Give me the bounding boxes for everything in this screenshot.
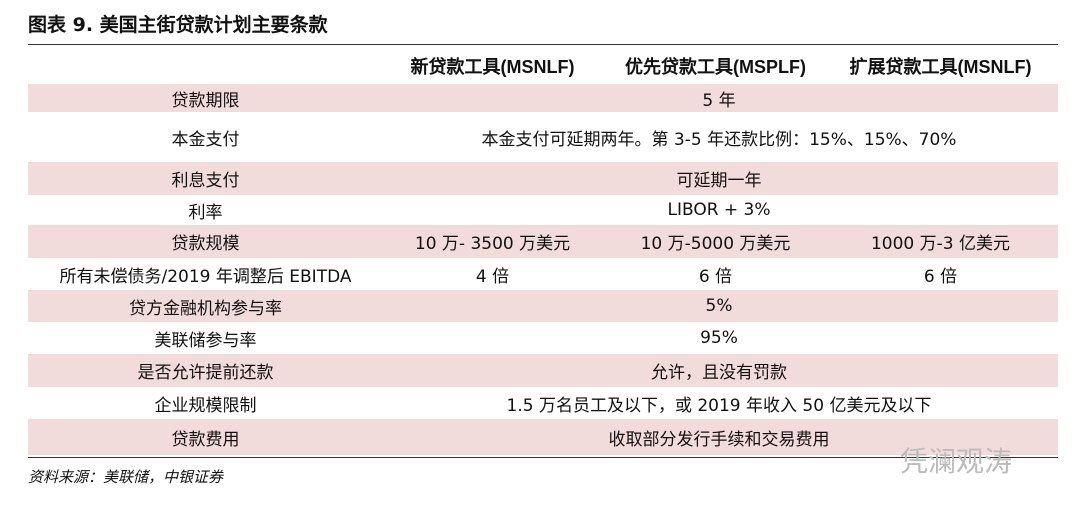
row-label: 所有未偿债务/2019 年调整后 EBITDA [59, 266, 352, 287]
cell: 1000 万-3 亿美元 [870, 234, 1011, 254]
column-header: 优先贷款工具(MSPLF) [625, 57, 806, 77]
cell: 收取部分发行手续和交易费用 [608, 429, 830, 450]
cell: LIBOR + 3% [667, 200, 771, 220]
row-label: 企业规模限制 [154, 395, 257, 416]
cell: 6 倍 [698, 266, 733, 287]
cell: 6 倍 [923, 266, 958, 287]
row-label: 是否允许提前还款 [137, 363, 274, 383]
cell: 10 万- 3500 万美元 [414, 234, 571, 254]
row-band [28, 290, 1058, 322]
row-label: 贷方金融机构参与率 [129, 298, 282, 319]
row-label: 利率 [188, 202, 223, 223]
cell: 本金支付可延期两年。第 3-5 年还款比例：15%、15%、70% [481, 129, 957, 150]
row-band [28, 162, 1058, 195]
cell: 4 倍 [475, 266, 510, 287]
source: 资料来源：美联储，中银证券 [28, 468, 224, 486]
column-header: 新贷款工具(MSNLF) [410, 57, 575, 77]
watermark: 凭澜观涛 [900, 445, 1013, 478]
row-label: 美联储参与率 [154, 330, 257, 351]
cell: 5% [705, 296, 733, 316]
row-label: 贷款费用 [171, 429, 240, 450]
row-band [28, 354, 1058, 387]
bottom-rule [28, 457, 1058, 458]
row-label: 贷款规模 [171, 234, 240, 254]
row-label: 贷款期限 [171, 90, 240, 111]
cell: 10 万-5000 万美元 [640, 234, 791, 254]
cell: 5 年 [702, 90, 736, 111]
row-band [28, 419, 1058, 455]
column-header: 扩展贷款工具(MSNLF) [849, 57, 1032, 77]
row-band [28, 225, 1058, 258]
row-label: 本金支付 [171, 129, 240, 150]
cell: 可延期一年 [676, 171, 762, 191]
row-band [28, 84, 1058, 112]
cell: 允许，且没有罚款 [651, 363, 787, 383]
row-label: 利息支付 [171, 171, 240, 191]
top-rule [28, 44, 1058, 45]
cell: 1.5 万名员工及以下，或 2019 年收入 50 亿美元及以下 [506, 395, 932, 416]
title: 图表 9. 美国主街贷款计划主要条款 [28, 14, 328, 36]
cell: 95% [700, 328, 738, 348]
